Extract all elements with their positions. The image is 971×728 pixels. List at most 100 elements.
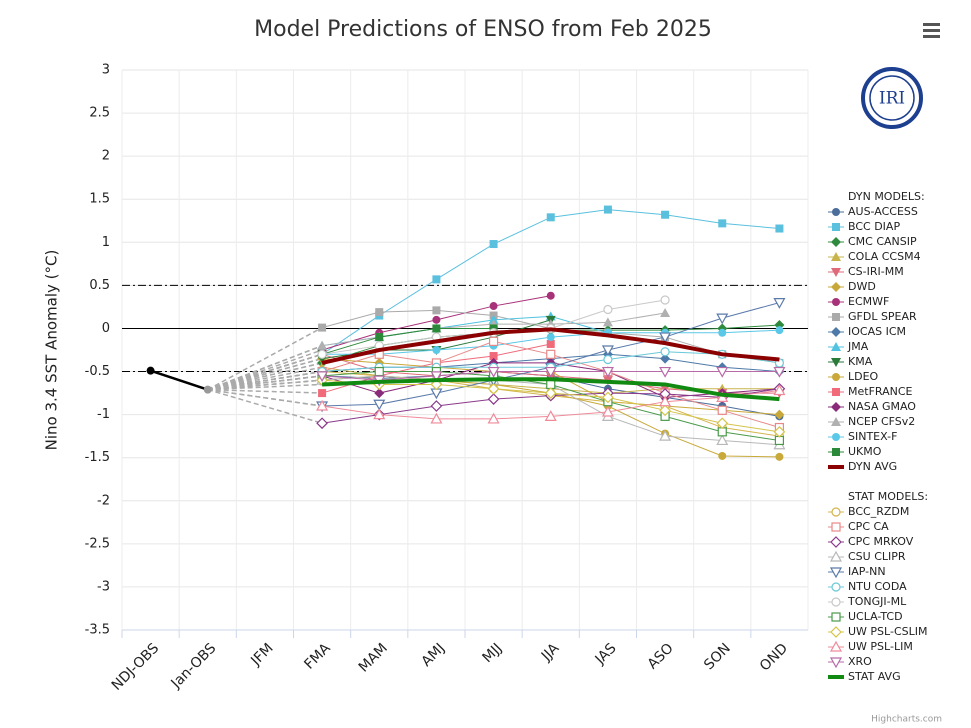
legend-label: ECMWF <box>848 295 889 308</box>
legend-label: COLA CCSM4 <box>848 250 921 263</box>
legend-label: CPC CA <box>848 520 889 533</box>
point <box>487 382 500 395</box>
point <box>660 295 670 305</box>
connector <box>207 375 323 391</box>
y-axis-label: Nino 3.4 SST Anomaly (°C) <box>43 250 61 451</box>
point <box>546 291 555 300</box>
point <box>318 389 327 398</box>
point <box>317 340 328 350</box>
point <box>430 400 443 412</box>
point <box>775 224 784 233</box>
x-tick-label: MAM <box>356 640 391 675</box>
legend-symbol <box>831 597 841 607</box>
legend-symbol <box>831 327 841 337</box>
point <box>374 388 385 399</box>
legend-symbol <box>832 433 840 441</box>
legend-symbol <box>831 402 841 412</box>
legend-label: BCC DIAP <box>848 220 900 233</box>
point <box>775 326 784 335</box>
point <box>659 429 672 441</box>
point <box>659 366 672 378</box>
legend-label: GFDL SPEAR <box>848 310 917 323</box>
x-tick-label: FMA <box>301 640 334 673</box>
credit: Highcharts.com <box>871 715 942 725</box>
legend-label: LDEO <box>848 370 879 383</box>
point <box>487 393 500 405</box>
legend-label: NCEP CFSv2 <box>848 415 915 428</box>
connector <box>207 388 323 424</box>
y-tick-label: -2.5 <box>85 536 110 551</box>
legend-symbol <box>831 268 841 277</box>
legend-symbol <box>829 640 843 652</box>
observed-point <box>203 385 212 394</box>
point <box>773 366 786 378</box>
point <box>317 349 327 359</box>
legend-label: UKMO <box>848 445 882 458</box>
legend-label: STAT AVG <box>848 670 901 683</box>
logo-ring <box>869 75 915 121</box>
legend-symbol <box>832 388 840 396</box>
point <box>661 210 670 219</box>
point <box>432 324 441 333</box>
point <box>603 354 613 365</box>
point <box>660 307 671 317</box>
point <box>659 395 672 407</box>
point <box>375 333 384 342</box>
point <box>432 275 441 284</box>
point <box>546 213 555 222</box>
point <box>660 353 671 364</box>
point <box>432 315 441 324</box>
point <box>373 399 386 411</box>
legend-label: AUS-ACCESS <box>848 205 918 218</box>
menu-button[interactable] <box>923 23 940 38</box>
point <box>601 366 614 378</box>
menu-bar[interactable] <box>923 29 940 32</box>
point <box>601 345 614 357</box>
legend-label: MetFRANCE <box>848 385 913 398</box>
connector <box>207 344 323 391</box>
point <box>773 384 786 396</box>
connector <box>207 362 323 391</box>
x-tick-label: JAS <box>592 640 620 668</box>
legend-label: JMA <box>847 340 869 353</box>
observed-line <box>150 369 209 391</box>
point <box>316 371 329 383</box>
menu-bar[interactable] <box>923 23 940 26</box>
legend-symbol <box>831 342 841 351</box>
series <box>316 374 786 438</box>
point <box>717 405 727 415</box>
point <box>316 399 329 411</box>
connector <box>207 383 323 391</box>
point <box>487 366 500 378</box>
legend-label: XRO <box>848 655 872 668</box>
point <box>718 219 727 228</box>
legend-symbol <box>831 522 841 532</box>
legend-symbol <box>832 223 840 231</box>
legend-label: TONGJI-ML <box>847 595 907 608</box>
legend-symbol <box>832 448 840 456</box>
point <box>659 332 672 344</box>
series-line <box>321 377 780 402</box>
point <box>716 417 729 430</box>
point <box>603 205 612 214</box>
point <box>773 298 786 309</box>
point <box>489 302 498 311</box>
x-tick-label: AMJ <box>419 640 449 670</box>
connector <box>207 353 323 391</box>
x-tick-label: OND <box>757 640 791 674</box>
legend-symbol <box>832 313 840 321</box>
legend-symbol <box>832 373 840 381</box>
point <box>373 408 386 420</box>
y-tick-label: -1 <box>97 407 110 422</box>
menu-bar[interactable] <box>923 35 940 38</box>
legend-label: IOCAS ICM <box>848 325 906 338</box>
point <box>544 410 557 421</box>
legend-symbol <box>830 626 842 638</box>
y-tick-label: -2 <box>97 493 110 508</box>
point <box>546 339 555 348</box>
legend-label: BCC_RZDM <box>848 505 909 518</box>
series-line <box>321 327 494 355</box>
legend-label: UCLA-TCD <box>848 610 903 623</box>
point <box>774 409 785 420</box>
x-tick-label: SON <box>701 640 734 673</box>
